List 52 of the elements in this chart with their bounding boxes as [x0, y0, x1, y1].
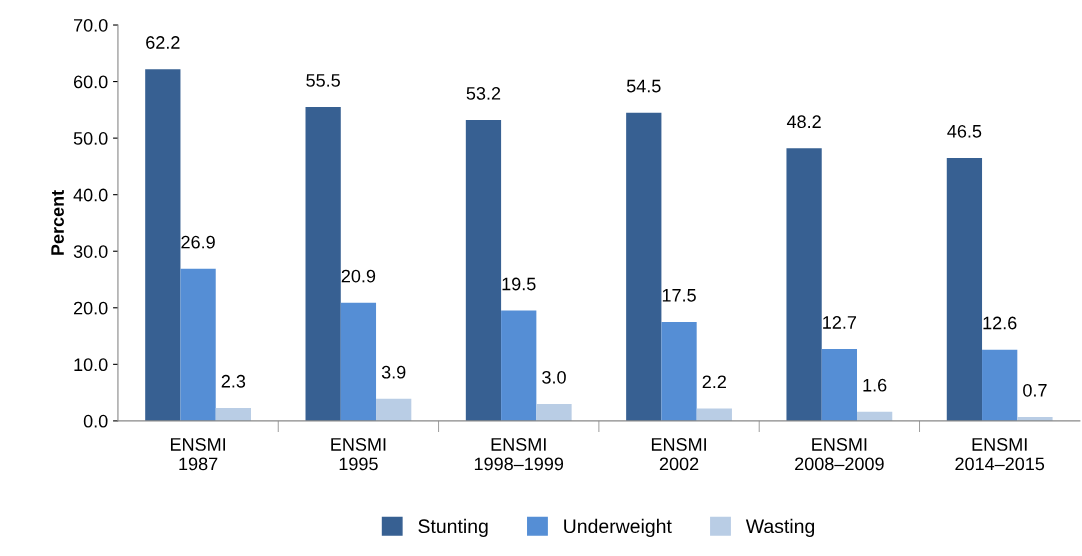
bar	[501, 310, 537, 421]
bar	[946, 157, 983, 421]
data-label: 12.6	[983, 316, 1017, 330]
y-tick-label: 50.0	[73, 132, 108, 145]
x-tick-label: ENSMI 2014–2015	[955, 438, 1045, 471]
x-tick-label: ENSMI 2008–2009	[795, 438, 884, 471]
bar	[215, 407, 251, 421]
y-tick-label: 60.0	[73, 75, 108, 89]
data-label: 26.9	[181, 235, 215, 249]
bar	[982, 349, 1018, 421]
data-label: 48.2	[786, 115, 821, 129]
bar	[305, 107, 341, 421]
bar	[376, 398, 412, 421]
x-tick-label: ENSMI 2002	[651, 438, 706, 471]
data-label: 12.7	[823, 316, 857, 329]
bar	[180, 268, 216, 421]
data-label: 46.5	[947, 124, 982, 138]
data-label: 17.5	[662, 289, 696, 302]
y-tick-label: 20.0	[73, 301, 108, 315]
data-label: 55.5	[306, 74, 340, 87]
x-tick-label: ENSMI 1998–1999	[474, 438, 564, 471]
y-tick-label: 0.0	[83, 414, 108, 428]
data-label: 2.3	[221, 374, 246, 388]
bar	[536, 403, 572, 421]
data-label: 19.5	[502, 277, 536, 291]
y-tick-label: 10.0	[74, 358, 108, 372]
y-tick-label: 30.0	[73, 245, 108, 258]
y-tick-label: 70.0	[74, 18, 108, 32]
data-label: 3.9	[381, 365, 406, 379]
legend-label: Underweight	[564, 518, 672, 537]
data-label: 0.7	[1023, 383, 1047, 397]
y-axis-title: Percent	[51, 190, 64, 255]
bar	[145, 69, 181, 421]
data-label: 54.5	[626, 79, 661, 93]
bar	[626, 112, 662, 421]
legend-label: Stunting	[418, 518, 488, 537]
bar	[340, 302, 377, 421]
data-label: 53.2	[466, 87, 501, 100]
bar	[786, 148, 822, 421]
bar	[465, 120, 502, 421]
bar	[821, 349, 857, 421]
y-tick-label: 40.0	[73, 188, 108, 202]
data-label: 62.2	[146, 36, 180, 49]
bar	[696, 408, 732, 421]
data-label: 1.6	[863, 378, 887, 392]
x-tick-label: ENSMI 1995	[331, 438, 386, 471]
data-label: 3.0	[542, 370, 566, 384]
x-tick-label: ENSMI 1987	[170, 438, 226, 471]
legend-label: Wasting	[745, 518, 815, 537]
data-label: 20.9	[341, 269, 376, 283]
bar	[661, 321, 697, 421]
data-label: 2.2	[702, 375, 726, 389]
